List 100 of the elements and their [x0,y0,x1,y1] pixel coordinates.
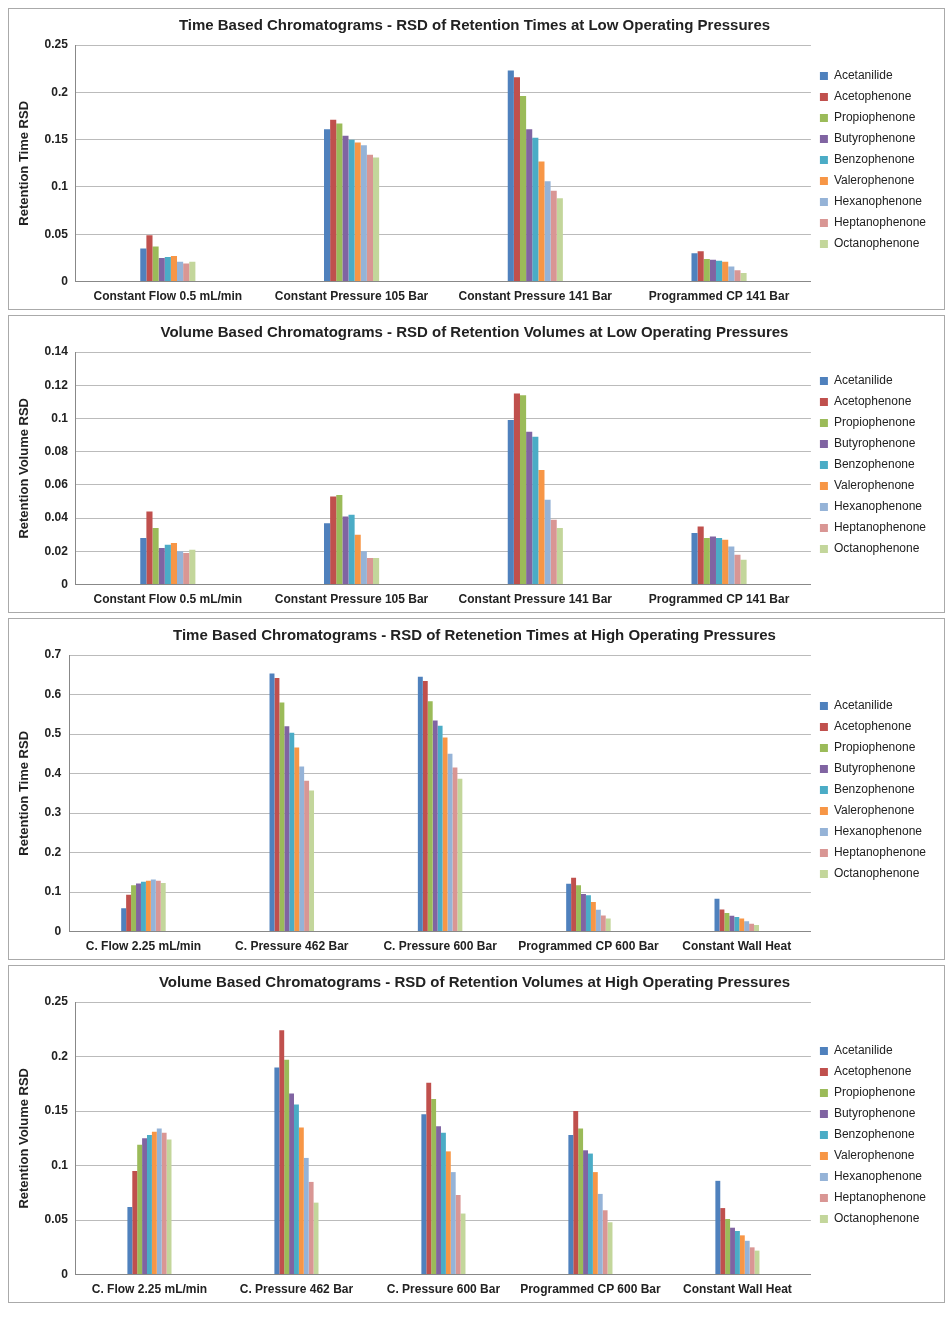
bar [507,70,514,282]
bar [566,883,572,932]
x-tick-label: Programmed CP 600 Bar [518,939,659,954]
bar [132,1171,138,1275]
bar [691,253,698,282]
chart-title: Volume Based Chromatograms - RSD of Retention Volumes at Low Operating Pressures [160,323,789,341]
y-tick-label: 0 [61,273,69,288]
bar [303,1157,309,1275]
bar [442,737,448,932]
bar [156,1128,162,1275]
x-tick-label: Programmed CP 141 Bar [648,592,790,607]
bar [421,1114,427,1275]
bar [152,246,159,282]
bar [703,538,710,585]
bar [450,1172,456,1275]
bar [749,923,755,932]
x-tick-label: Constant Pressure 141 Bar [458,592,613,607]
bar [568,1135,574,1275]
bar [354,534,361,585]
bar [544,181,551,282]
y-tick-label: 0 [61,576,69,591]
bar [507,420,514,585]
bar [279,702,285,932]
bar [556,528,563,585]
x-tick-label: Constant Pressure 105 Bar [274,592,429,607]
bar [426,1082,432,1275]
y-axis-title: Retention Volume RSD [16,398,32,539]
y-axis-title: Retention Time RSD [16,730,32,856]
bar [146,235,153,282]
legend-label: Octanophenone [833,541,920,556]
legend-label: Acetanilide [833,698,893,713]
bar [697,251,704,282]
legend-label: Propiophenone [833,740,916,755]
bar [324,523,331,585]
legend-label: Octanophenone [833,866,920,881]
legend-label: Valerophenone [833,803,915,818]
bar [538,469,545,585]
bar [739,1235,745,1275]
bar [422,681,428,932]
legend-label: Hexanophenone [833,499,923,514]
bar [366,154,373,282]
bar [703,258,710,282]
bar [330,496,337,585]
chart-title: Time Based Chromatograms - RSD of Retention Times at Low Operating Pressures [178,16,771,34]
bar [597,1193,603,1275]
bar [734,554,741,585]
bar [722,539,729,585]
legend-label: Octanophenone [833,1211,920,1226]
bar [550,519,557,585]
bar [583,1150,588,1275]
bar [730,1227,735,1275]
y-tick-label: 0.7 [44,647,62,662]
bar [728,266,735,282]
bar [571,877,577,932]
bar [140,538,147,585]
bar [298,1127,304,1275]
bar [166,1139,172,1275]
bar [152,528,159,585]
y-tick-label: 0.2 [51,1048,69,1063]
bar [719,909,725,932]
y-tick-label: 0.15 [44,1103,69,1118]
bar [417,676,423,932]
y-tick-label: 0.4 [44,765,62,780]
x-tick-label: Programmed CP 141 Bar [648,289,790,304]
y-tick-label: 0.06 [44,477,69,492]
legend-label: Hexanophenone [833,1169,923,1184]
bar [274,677,280,932]
legend-label: Valerophenone [833,173,915,188]
bar [304,780,310,932]
legend-label: Acetophenone [833,1064,912,1079]
y-tick-label: 0.1 [44,884,62,899]
bar [734,270,741,282]
bar [445,1151,451,1275]
legend-label: Heptanophenone [833,845,927,860]
bar [155,880,161,932]
bar [299,766,305,932]
x-tick-label: C. Flow 2.25 mL/min [85,939,202,954]
bar [724,913,730,932]
bar [749,1247,755,1275]
bar [126,894,132,932]
bar [725,1218,731,1275]
bar [734,1230,740,1275]
bar [519,96,527,282]
y-tick-label: 0.2 [51,84,69,99]
bar [177,551,184,585]
x-tick-label: Constant Flow 0.5 mL/min [93,289,243,304]
bar [715,538,723,585]
x-tick-label: C. Flow 2.25 mL/min [91,1282,208,1297]
y-tick-label: 0.2 [44,844,62,859]
x-tick-label: Constant Pressure 105 Bar [274,289,429,304]
y-tick-label: 0.3 [44,805,62,820]
bar [284,1059,290,1275]
bar [158,548,165,585]
y-tick-label: 0.15 [44,131,69,146]
bar [729,915,735,932]
bar [532,137,539,282]
bar [342,516,349,585]
y-tick-label: 0.6 [44,686,62,701]
bar [526,431,533,585]
bar [360,551,367,585]
